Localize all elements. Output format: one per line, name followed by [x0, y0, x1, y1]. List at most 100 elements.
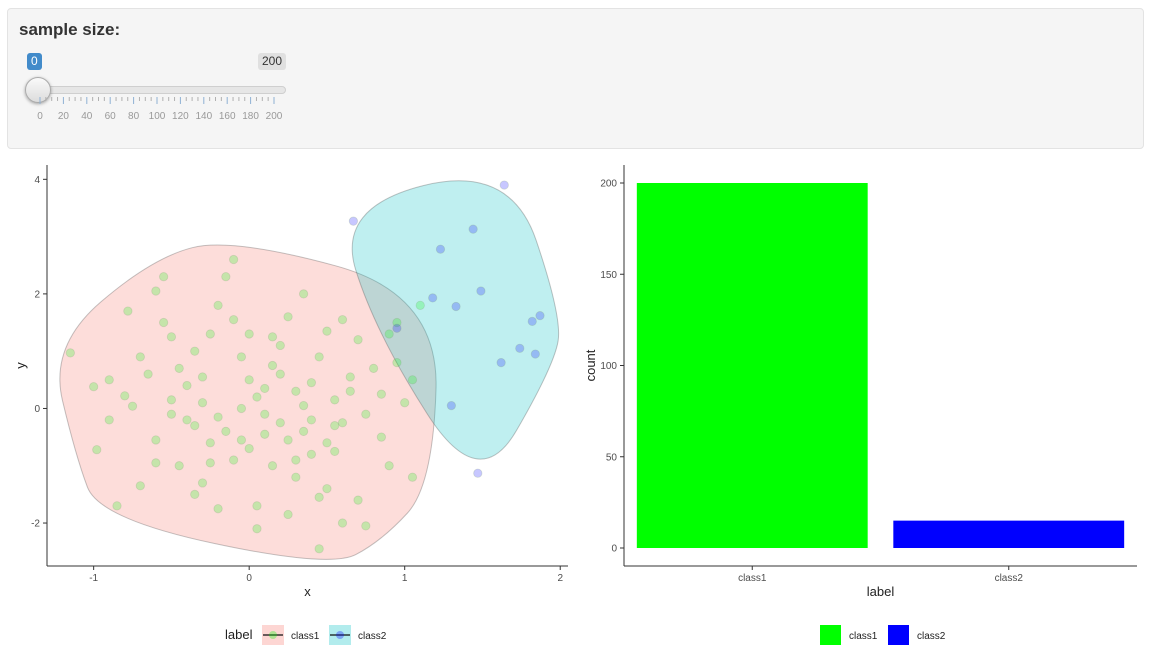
point-class1: [151, 435, 161, 445]
point-class1: [252, 524, 262, 534]
point-class1: [299, 289, 309, 299]
point-class1: [213, 412, 223, 422]
x-tick-label: 1: [402, 573, 408, 584]
point-class1: [197, 398, 208, 408]
point-class1: [229, 315, 239, 325]
y-axis-title: y: [13, 362, 28, 369]
y-tick-label: 100: [600, 361, 617, 372]
point-class1: [166, 395, 177, 405]
slider-track[interactable]: [32, 86, 286, 94]
y-tick-label: 0: [611, 544, 617, 555]
point-class1: [213, 300, 223, 310]
slider-tick-label: 100: [149, 111, 166, 122]
point-class1: [291, 386, 301, 396]
slider-tick-label: 40: [81, 111, 93, 122]
point-class1: [252, 501, 262, 511]
point-class1: [89, 382, 99, 392]
point-class2: [468, 224, 478, 234]
point-class1: [330, 421, 340, 431]
point-class2: [499, 180, 509, 190]
point-class1: [275, 340, 285, 351]
point-class1: [159, 317, 169, 328]
point-class1: [244, 375, 254, 385]
point-class1: [135, 481, 145, 491]
point-class1: [337, 418, 348, 428]
point-class1: [135, 352, 145, 362]
point-class1: [337, 518, 348, 528]
bar-class1: [636, 183, 868, 548]
legend-item-class2: class2: [329, 625, 387, 645]
point-class1: [407, 472, 418, 482]
point-class1: [330, 446, 340, 457]
point-class1: [127, 401, 138, 411]
point-class2: [451, 301, 461, 312]
y-tick-label: 50: [606, 452, 618, 463]
slider-label: sample size:: [19, 20, 121, 39]
point-class1: [229, 254, 239, 265]
slider-tick-label: 20: [58, 111, 70, 122]
x-tick-label: class2: [995, 573, 1024, 584]
slider-tick-label: 80: [128, 111, 140, 122]
point-class1: [345, 386, 355, 396]
point-class1: [260, 383, 270, 394]
y-tick-label: 2: [34, 289, 40, 300]
point-class1: [291, 455, 301, 465]
point-class1: [151, 458, 161, 468]
point-class1: [306, 415, 316, 425]
point-class1: [283, 435, 293, 445]
point-class1: [112, 501, 122, 511]
point-class1: [166, 409, 177, 419]
point-class1: [361, 409, 371, 419]
point-class1: [330, 395, 340, 405]
slider-tick-label: 60: [105, 111, 117, 122]
point-class2: [496, 358, 506, 368]
x-tick-label: 0: [246, 573, 252, 584]
hull-class2: [351, 180, 560, 460]
legend-title: label: [225, 627, 253, 642]
legend-label: class1: [291, 631, 320, 642]
point-class1: [361, 521, 371, 531]
point-class1: [353, 495, 363, 505]
point-class1: [65, 348, 75, 358]
legend-key: [820, 625, 841, 645]
point-class1: [174, 461, 184, 471]
point-class1: [291, 472, 301, 482]
point-class1: [205, 438, 215, 448]
point-class1: [314, 492, 324, 502]
point-class1: [205, 329, 215, 339]
point-class1: [197, 372, 208, 382]
point-class2: [476, 286, 486, 296]
point-class1: [166, 332, 177, 342]
point-class1: [267, 332, 278, 342]
point-class1: [384, 329, 394, 339]
point-class1: [205, 458, 215, 468]
point-class1: [267, 461, 278, 471]
y-tick-label: -2: [31, 519, 40, 530]
point-class1: [322, 438, 332, 448]
bar-class2: [893, 520, 1125, 548]
point-class1: [376, 389, 386, 399]
point-class1: [236, 435, 247, 445]
slider-tick-label: 120: [172, 111, 189, 122]
point-class1: [104, 415, 114, 425]
point-class2: [535, 311, 545, 321]
point-class2: [435, 244, 446, 254]
slider-handle[interactable]: [25, 77, 51, 103]
point-class2: [530, 349, 540, 359]
slider-tick-label: 0: [37, 111, 43, 122]
y-axis-title: count: [583, 349, 598, 381]
point-class2: [392, 323, 402, 333]
point-class1: [376, 432, 386, 442]
point-class1: [182, 380, 192, 391]
sample-size-slider[interactable]: 0 200 0 20 40 60 80 100 120 140 160 180 200: [22, 53, 292, 133]
legend-item-class1: class1: [820, 625, 878, 645]
point-class1: [213, 504, 223, 514]
scatter-plot: -1 0 1 2 -2 0 2 4 x y label class1 class2: [13, 165, 568, 645]
point-class1: [151, 286, 161, 296]
point-class1: [229, 455, 239, 465]
point-class1: [221, 272, 231, 282]
slider-tick-label: 200: [266, 111, 283, 122]
point-class1: [104, 375, 114, 385]
legend-item-class1: class1: [262, 625, 320, 645]
point-class1: [159, 272, 169, 282]
